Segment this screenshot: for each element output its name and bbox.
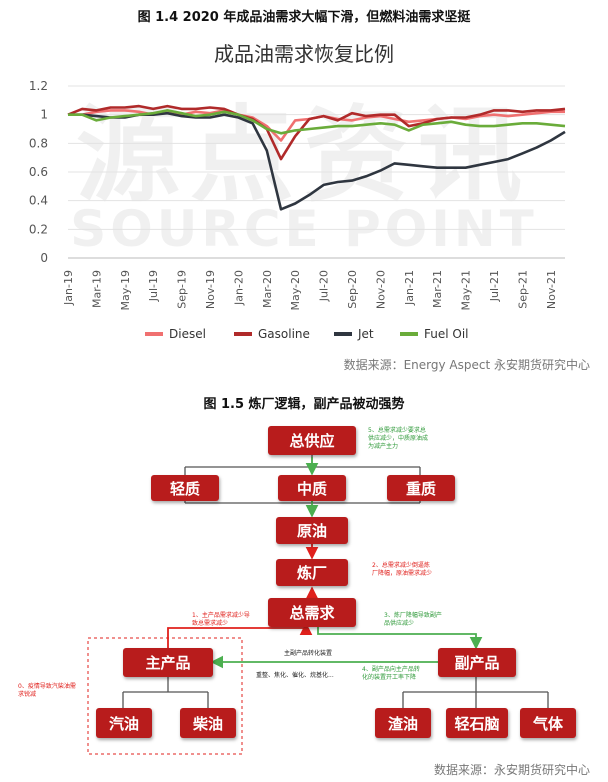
x-tick-label: Nov-21 <box>545 270 558 309</box>
arrow-main-demand <box>167 622 313 648</box>
legend-diesel: Diesel <box>145 327 206 341</box>
note-5-line3: 为减产主力 <box>368 443 399 450</box>
note-4-line1: 4、副产品向主产品转 <box>362 666 420 673</box>
box-naphtha: 轻石脑 <box>446 708 508 738</box>
note-1-line1: 1、主产品需求减少导 <box>192 612 250 619</box>
box-residue: 渣油 <box>375 708 431 738</box>
note-2-line1: 2、总需求减少倒逼炼 <box>372 562 430 569</box>
box-refinery: 炼厂 <box>276 559 348 586</box>
x-tick-label: Jan-19 <box>62 270 75 306</box>
chart-title: 成品油需求恢复比例 <box>214 42 394 66</box>
x-tick-label: May-21 <box>460 270 473 311</box>
main-product-highlight <box>87 637 243 755</box>
y-tick-label: 0.2 <box>29 222 48 236</box>
series-line-gasoline <box>67 104 566 161</box>
note-conversion-units: 主副产品转化装置 <box>284 650 333 657</box>
note-0: 0、疫情导致汽柴油需 求锐减 <box>18 683 76 699</box>
box-crude: 原油 <box>276 517 348 544</box>
note-2: 2、总需求减少倒逼炼 厂降幅，原油需求减少 <box>372 562 432 578</box>
note-4: 4、副产品向主产品转 化的装置开工率下降 <box>362 666 420 682</box>
y-tick-label: 0 <box>40 251 48 265</box>
legend-gasoline: Gasoline <box>234 327 310 341</box>
note-3: 3、炼厂降幅导致副产 品供应减少 <box>384 612 442 628</box>
box-heavy: 重质 <box>387 475 455 501</box>
note-unit-list: 重整、焦化、催化、烷基化... <box>256 672 334 679</box>
x-tick-label: Sep-21 <box>516 270 529 309</box>
x-tick-label: Mar-19 <box>90 270 103 308</box>
legend-fuel-oil-swatch <box>400 332 418 336</box>
x-tick-label: May-19 <box>119 270 132 311</box>
note-1: 1、主产品需求减少导 致总需求减少 <box>192 612 250 628</box>
legend-diesel-swatch <box>145 332 163 336</box>
figure2-source: 数据来源：永安期货研究中心 <box>433 763 590 777</box>
x-tick-label: Nov-19 <box>204 270 217 309</box>
note-4-line2: 化的装置开工率下降 <box>362 674 417 681</box>
y-tick-label: 0.4 <box>29 194 48 208</box>
note-0-line1: 0、疫情导致汽柴油需 <box>18 683 76 690</box>
box-main-product: 主产品 <box>123 648 213 677</box>
box-by-product: 副产品 <box>438 648 516 677</box>
line-chart: 0 0.2 0.4 0.6 0.8 1 1.2 Jan-19 Mar-19 May-19 Jul-1… <box>29 79 566 311</box>
x-tick-label: Jan-20 <box>232 270 245 306</box>
note-5: 5、总需求减少要求总 供应减少，中质原油成 为减产主力 <box>368 427 428 451</box>
x-tick-label: Mar-21 <box>431 270 444 308</box>
box-medium: 中质 <box>278 475 346 501</box>
x-tick-label: Jul-21 <box>488 270 501 302</box>
legend-diesel-label: Diesel <box>169 327 206 341</box>
legend-jet: Jet <box>334 327 374 341</box>
box-gasoline: 汽油 <box>96 708 152 738</box>
x-tick-label: Jan-21 <box>403 270 416 306</box>
x-tick-label: Nov-20 <box>374 270 387 309</box>
note-5-line2: 供应减少，中质原油成 <box>368 435 429 442</box>
x-tick-label: Jul-20 <box>318 270 331 302</box>
y-tick-label: 1.2 <box>29 79 48 93</box>
y-tick-label: 0.8 <box>29 136 48 150</box>
legend-jet-label: Jet <box>358 327 374 341</box>
note-3-line2: 品供应减少 <box>384 620 415 627</box>
box-total-supply: 总供应 <box>268 426 356 455</box>
note-5-line1: 5、总需求减少要求总 <box>368 427 426 434</box>
figure2-caption: 图 1.5 炼厂逻辑，副产品被动强势 <box>203 397 405 412</box>
figure1-source: 数据来源：Energy Aspect 永安期货研究中心 <box>343 358 590 372</box>
box-light: 轻质 <box>151 475 219 501</box>
legend-jet-swatch <box>334 332 352 336</box>
note-0-line2: 求锐减 <box>18 691 37 698</box>
legend-gasoline-swatch <box>234 332 252 336</box>
legend-fuel-oil-label: Fuel Oil <box>424 327 469 341</box>
x-tick-label: Mar-20 <box>261 270 274 308</box>
arrow-demand-by <box>317 627 483 650</box>
x-tick-label: Jul-19 <box>147 270 160 302</box>
note-2-line2: 厂降幅，原油需求减少 <box>372 570 433 577</box>
figure1-caption: 图 1.4 2020 年成品油需求大幅下滑，但燃料油需求坚挺 <box>137 10 471 25</box>
x-tick-label: Sep-20 <box>346 270 359 309</box>
note-3-line1: 3、炼厂降幅导致副产 <box>384 612 442 619</box>
y-tick-label: 1 <box>40 108 48 122</box>
box-gas: 气体 <box>520 708 576 738</box>
box-diesel: 柴油 <box>180 708 236 738</box>
note-1-line2: 致总需求减少 <box>192 620 229 627</box>
legend-gasoline-label: Gasoline <box>258 327 310 341</box>
legend-fuel-oil: Fuel Oil <box>400 327 469 341</box>
series-line-fuel-oil <box>68 109 566 135</box>
y-tick-label: 0.6 <box>29 165 48 179</box>
x-tick-label: May-20 <box>289 270 302 311</box>
box-total-demand: 总需求 <box>268 598 356 627</box>
x-tick-label: Sep-19 <box>176 270 189 309</box>
